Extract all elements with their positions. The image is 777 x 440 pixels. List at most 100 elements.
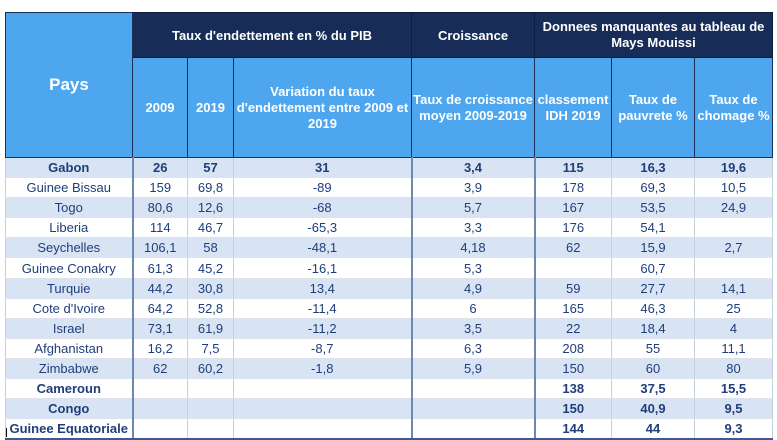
header-poverty: Taux de pauvrete % <box>611 57 695 158</box>
cell-idh: 150 <box>534 398 612 420</box>
cell-poverty: 15,9 <box>611 237 695 259</box>
header-group-debt: Taux d'endettement en % du PIB <box>132 12 412 58</box>
cell-unemployment <box>694 217 773 239</box>
text-cursor <box>6 428 7 437</box>
cell-poverty: 18,4 <box>611 318 695 339</box>
cell-pays: Guinee Bissau <box>5 177 134 199</box>
cell-poverty: 60 <box>611 358 695 380</box>
cell-poverty: 60,7 <box>611 257 695 279</box>
cell-growth: 5,7 <box>411 197 536 219</box>
cell-pays: Congo <box>5 398 134 420</box>
cell-y2019: 45,2 <box>187 257 234 279</box>
cell-y2019: 12,6 <box>187 197 234 219</box>
cell-variation: -68 <box>233 197 413 219</box>
cell-pays: Liberia <box>5 217 134 239</box>
cell-pays: Israel <box>5 318 134 339</box>
cell-poverty: 69,3 <box>611 177 695 199</box>
cell-growth: 3,3 <box>411 217 536 239</box>
cell-growth: 4,18 <box>411 237 536 259</box>
cell-growth: 3,4 <box>411 157 536 179</box>
cell-idh: 138 <box>534 378 612 400</box>
cell-y2019: 57 <box>187 157 234 179</box>
cell-idh: 22 <box>534 318 612 339</box>
cell-variation: -11,4 <box>233 298 413 319</box>
cell-idh: 59 <box>534 278 612 299</box>
cell-growth: 6,3 <box>411 338 536 359</box>
cell-y2019: 52,8 <box>187 298 234 319</box>
cell-unemployment: 14,1 <box>694 278 773 299</box>
cell-growth: 6 <box>411 298 536 319</box>
cell-poverty: 46,3 <box>611 298 695 319</box>
header-variation: Variation du taux d'endettement entre 20… <box>233 57 412 158</box>
table-row: Zimbabwe 62 60,2 -1,8 5,9 150 60 80 <box>5 358 773 380</box>
header-idh: classement IDH 2019 <box>534 57 612 158</box>
cell-idh: 176 <box>534 217 612 239</box>
cell-poverty: 37,5 <box>611 378 695 400</box>
cell-growth: 3,9 <box>411 177 536 199</box>
cell-y2019 <box>187 378 234 400</box>
cell-poverty: 27,7 <box>611 278 695 299</box>
cell-variation: -65,3 <box>233 217 413 239</box>
cell-y2019: 69,8 <box>187 177 234 199</box>
cell-variation: 13,4 <box>233 278 413 299</box>
cell-pays: Guinee Equatoriale <box>5 418 134 440</box>
cell-y2009: 73,1 <box>132 318 188 339</box>
table-row: Israel 73,1 61,9 -11,2 3,5 22 18,4 4 <box>5 318 773 339</box>
header-2019: 2019 <box>187 57 234 158</box>
cell-y2009: 62 <box>132 358 188 380</box>
cell-poverty: 54,1 <box>611 217 695 239</box>
cell-variation <box>233 418 413 440</box>
cell-y2019: 60,2 <box>187 358 234 380</box>
header-growth-avg: Taux de croissance moyen 2009-2019 <box>411 57 535 158</box>
cell-unemployment: 4 <box>694 318 773 339</box>
table-row: Guinee Bissau 159 69,8 -89 3,9 178 69,3 10,5 <box>5 177 773 199</box>
cell-variation: 31 <box>233 157 413 179</box>
cell-unemployment: 19,6 <box>694 157 773 179</box>
cell-unemployment: 24,9 <box>694 197 773 219</box>
table-row: Afghanistan 16,2 7,5 -8,7 6,3 208 55 11,1 <box>5 338 773 359</box>
cell-variation: -16,1 <box>233 257 413 279</box>
header-pays: Pays <box>5 12 133 158</box>
cell-y2009 <box>132 398 188 420</box>
cell-y2019 <box>187 398 234 420</box>
cell-variation: -89 <box>233 177 413 199</box>
cell-pays: Togo <box>5 197 134 219</box>
cell-y2009: 159 <box>132 177 188 199</box>
table-row: Turquie 44,2 30,8 13,4 4,9 59 27,7 14,1 <box>5 278 773 299</box>
table-row: Cote d'Ivoire 64,2 52,8 -11,4 6 165 46,3 25 <box>5 298 773 319</box>
cell-idh: 144 <box>534 418 612 440</box>
header-2009: 2009 <box>132 57 188 158</box>
cell-pays: Cameroun <box>5 378 134 400</box>
cell-idh: 62 <box>534 237 612 259</box>
cell-variation: -8,7 <box>233 338 413 359</box>
table-row: Guinee Equatoriale 144 44 9,3 <box>5 418 773 440</box>
cell-y2019: 46,7 <box>187 217 234 239</box>
table-row: Cameroun 138 37,5 15,5 <box>5 378 773 400</box>
cell-y2019: 61,9 <box>187 318 234 339</box>
cell-y2009: 26 <box>132 157 188 179</box>
cell-unemployment: 9,3 <box>694 418 773 440</box>
cell-y2009: 61,3 <box>132 257 188 279</box>
cell-variation: -1,8 <box>233 358 413 380</box>
table-row: Seychelles 106,1 58 -48,1 4,18 62 15,9 2,7 <box>5 237 773 259</box>
cell-poverty: 55 <box>611 338 695 359</box>
debt-comparison-table: Pays Taux d'endettement en % du PIB Croi… <box>5 12 773 440</box>
cell-idh: 165 <box>534 298 612 319</box>
cell-unemployment: 80 <box>694 358 773 380</box>
cell-poverty: 16,3 <box>611 157 695 179</box>
cell-growth <box>411 418 536 440</box>
cell-pays: Afghanistan <box>5 338 134 359</box>
cell-pays: Gabon <box>5 157 134 179</box>
table-body: Gabon 26 57 31 3,4 115 16,3 19,6 Guinee Bissau 15… <box>5 157 773 440</box>
cell-y2009: 114 <box>132 217 188 239</box>
cell-unemployment <box>694 257 773 279</box>
table-row: Liberia 114 46,7 -65,3 3,3 176 54,1 <box>5 217 773 239</box>
cell-y2009: 106,1 <box>132 237 188 259</box>
cell-poverty: 53,5 <box>611 197 695 219</box>
cell-y2019: 58 <box>187 237 234 259</box>
cell-pays: Guinee Conakry <box>5 257 134 279</box>
header-unemployment: Taux de chomage % <box>694 57 773 158</box>
cell-growth: 5,9 <box>411 358 536 380</box>
cell-y2009: 16,2 <box>132 338 188 359</box>
cell-unemployment: 11,1 <box>694 338 773 359</box>
